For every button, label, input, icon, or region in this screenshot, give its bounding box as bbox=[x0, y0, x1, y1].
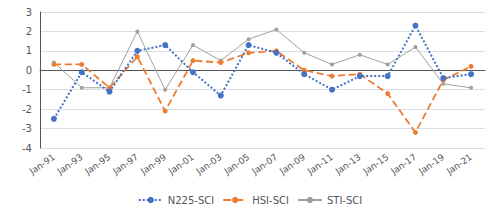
svg-text:N225-SCI: N225-SCI bbox=[168, 195, 214, 206]
svg-text:Jan-05: Jan-05 bbox=[222, 152, 252, 177]
svg-text:3: 3 bbox=[26, 7, 32, 18]
svg-text:-2: -2 bbox=[22, 104, 32, 115]
svg-text:1: 1 bbox=[26, 45, 32, 56]
svg-text:Jan-13: Jan-13 bbox=[333, 152, 363, 177]
svg-text:Jan-91: Jan-91 bbox=[27, 152, 57, 177]
svg-text:Jan-09: Jan-09 bbox=[277, 152, 307, 177]
svg-text:0: 0 bbox=[26, 65, 32, 76]
svg-text:Jan-97: Jan-97 bbox=[110, 152, 140, 177]
svg-text:Jan-21: Jan-21 bbox=[444, 152, 474, 177]
svg-text:STI-SCI: STI-SCI bbox=[327, 195, 362, 206]
svg-text:Jan-01: Jan-01 bbox=[166, 152, 196, 177]
svg-text:HSI-SCI: HSI-SCI bbox=[252, 195, 289, 206]
svg-text:-3: -3 bbox=[22, 123, 32, 134]
svg-text:Jan-11: Jan-11 bbox=[305, 152, 335, 177]
svg-text:Jan-95: Jan-95 bbox=[82, 152, 112, 177]
svg-text:Jan-93: Jan-93 bbox=[55, 152, 85, 177]
svg-text:Jan-17: Jan-17 bbox=[388, 152, 418, 177]
svg-text:Jan-03: Jan-03 bbox=[194, 152, 224, 177]
svg-text:Jan-07: Jan-07 bbox=[249, 152, 279, 177]
svg-text:Jan-19: Jan-19 bbox=[416, 152, 446, 177]
svg-text:Jan-15: Jan-15 bbox=[361, 152, 391, 177]
svg-text:2: 2 bbox=[26, 26, 32, 37]
svg-text:-4: -4 bbox=[22, 143, 32, 154]
svg-text:Jan-99: Jan-99 bbox=[138, 152, 168, 177]
svg-text:-1: -1 bbox=[22, 84, 32, 95]
